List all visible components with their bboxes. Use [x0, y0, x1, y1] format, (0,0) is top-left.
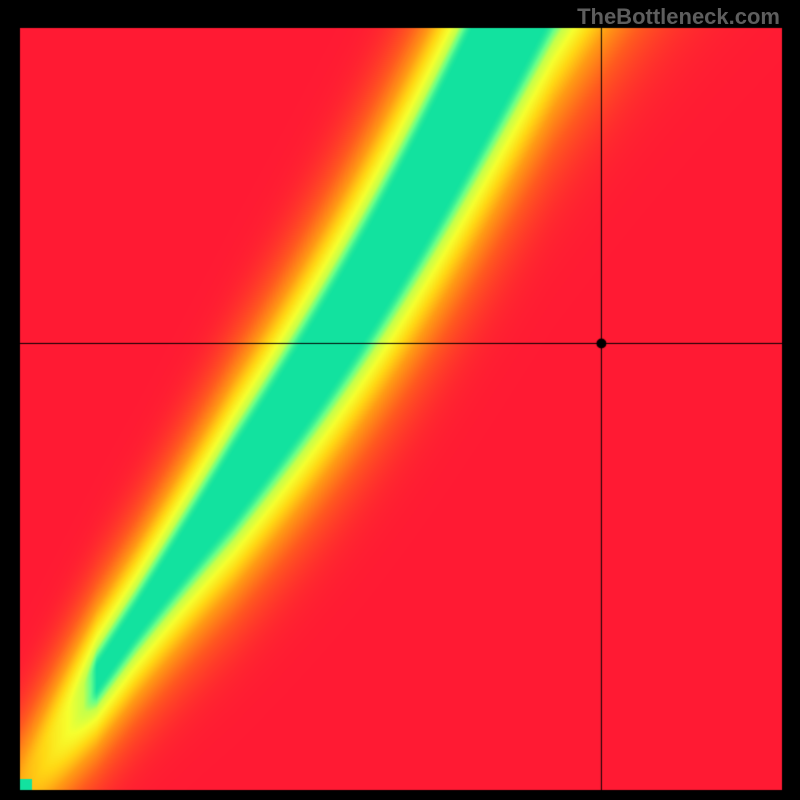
watermark: TheBottleneck.com — [577, 4, 780, 30]
bottleneck-heatmap — [0, 0, 800, 800]
chart-container: TheBottleneck.com — [0, 0, 800, 800]
